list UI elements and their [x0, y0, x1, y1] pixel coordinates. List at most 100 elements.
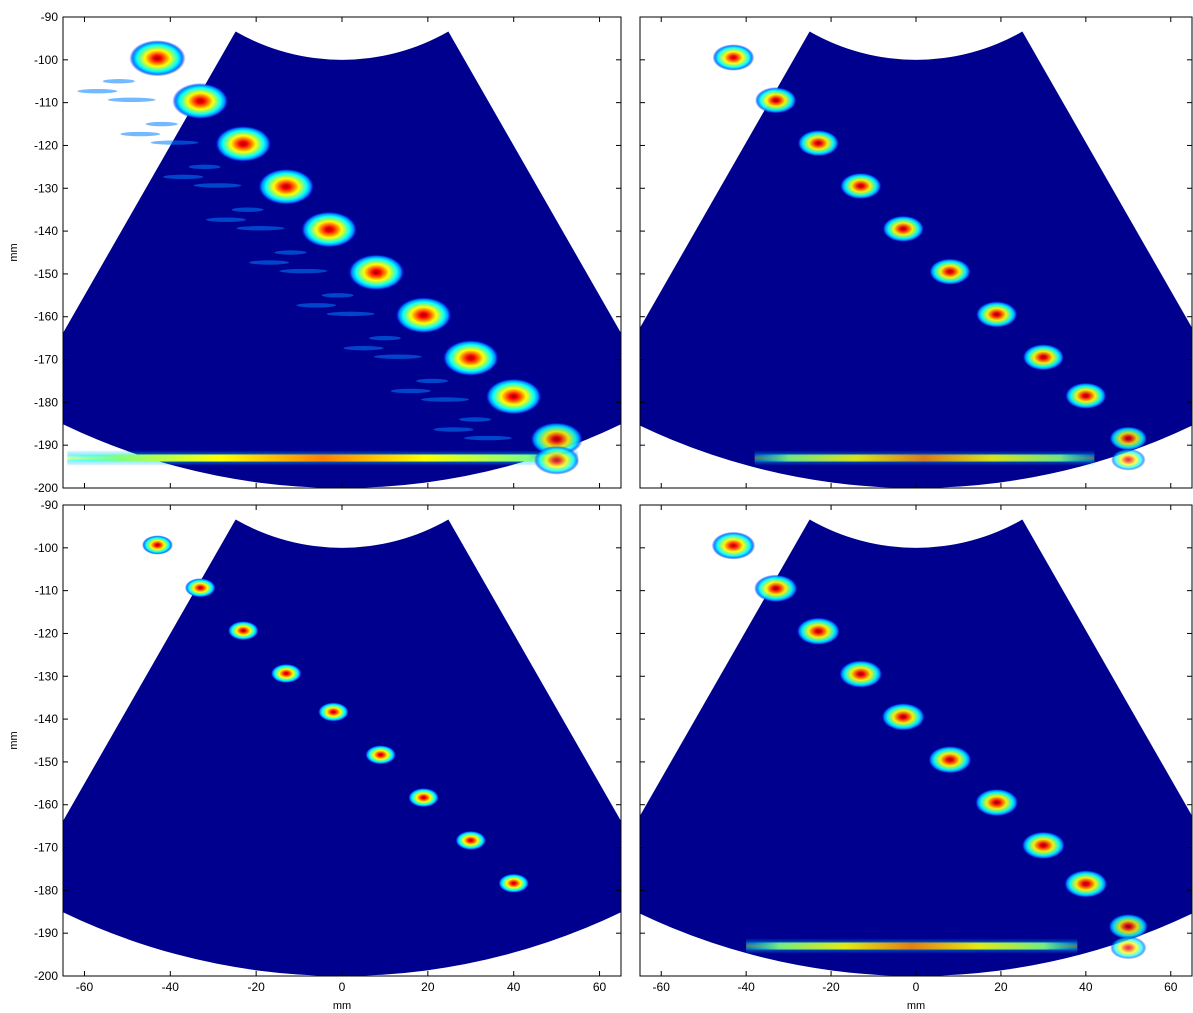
y-tick-label: -150: [34, 755, 58, 769]
clutter-streak: [249, 260, 290, 265]
y-tick-label: -130: [34, 669, 58, 683]
point-target: [498, 873, 530, 893]
point-target: [258, 168, 315, 205]
y-tick-label: -160: [34, 310, 58, 324]
x-tick-label: 40: [507, 980, 521, 994]
image-sector: [640, 31, 1192, 488]
point-target: [365, 745, 397, 765]
point-target: [534, 445, 580, 475]
panel-bottom-left: -60 -40 -20 0 20 40 60-90-100-110-120-130-140-…: [8, 498, 622, 1012]
point-target: [215, 125, 272, 162]
y-tick-label: -200: [34, 969, 58, 983]
panel-bottom-right: -60 -40 -20 0 20 40 60 mm: [639, 504, 1193, 1012]
point-target: [928, 745, 972, 774]
y-tick-label: -170: [34, 353, 58, 367]
clutter-streak: [390, 388, 431, 394]
x-tick-label: -60: [76, 980, 94, 994]
y-tick-label: -190: [34, 926, 58, 940]
point-target: [754, 574, 798, 603]
clutter-streak: [193, 183, 242, 188]
point-target: [1065, 382, 1107, 409]
clutter-streak: [163, 174, 204, 180]
point-target: [1111, 448, 1146, 471]
y-tick-label: -110: [35, 96, 58, 110]
clutter-streak: [421, 397, 470, 402]
x-tick-label: 20: [994, 980, 1008, 994]
y-tick-label: -110: [35, 584, 58, 598]
clutter-streak: [326, 311, 375, 317]
clutter-streak: [231, 207, 264, 212]
y-tick-label: -140: [34, 224, 58, 238]
point-target: [929, 258, 971, 285]
y-tick-label: -140: [34, 712, 58, 726]
y-tick-label: -130: [34, 181, 58, 195]
x-axis-label: mm: [907, 1000, 925, 1012]
y-tick-label: -120: [34, 138, 58, 152]
x-tick-label: 20: [421, 980, 435, 994]
point-target: [408, 788, 439, 808]
point-target: [840, 172, 882, 200]
point-target: [129, 40, 186, 77]
point-target: [455, 830, 487, 851]
point-target: [882, 215, 925, 242]
clutter-streak: [416, 378, 449, 384]
clutter-streak: [107, 97, 156, 102]
x-tick-label: 60: [1164, 980, 1178, 994]
point-target: [796, 617, 841, 646]
clutter-streak: [321, 293, 354, 298]
y-tick-label: -180: [34, 883, 58, 897]
x-tick-label: -40: [737, 980, 755, 994]
clutter-streak: [206, 217, 247, 222]
y-tick-label: -100: [34, 541, 58, 555]
y-tick-label: -100: [34, 53, 58, 67]
point-target: [301, 211, 358, 248]
point-target: [442, 339, 499, 376]
point-target: [227, 621, 259, 641]
clutter-streak: [77, 89, 118, 94]
point-target: [1110, 936, 1147, 960]
x-tick-label: 60: [593, 980, 607, 994]
y-axis-label: mm: [8, 731, 20, 749]
point-target: [395, 297, 452, 334]
y-tick-label: -160: [34, 798, 58, 812]
clutter-streak: [433, 427, 474, 432]
point-target: [142, 535, 173, 555]
x-tick-label: 0: [913, 980, 920, 994]
point-target: [755, 87, 797, 114]
panel-top-right: [639, 16, 1193, 489]
point-target: [839, 660, 883, 688]
clutter-streak: [343, 345, 384, 351]
reflector-line: [67, 454, 579, 462]
clutter-streak: [368, 335, 401, 341]
y-tick-label: -90: [41, 498, 59, 512]
reflector-line: [754, 454, 1095, 462]
point-target: [485, 378, 542, 415]
y-tick-label: -190: [34, 438, 58, 452]
y-tick-label: -170: [34, 841, 58, 855]
x-tick-label: -20: [247, 980, 265, 994]
y-tick-label: -120: [34, 626, 58, 640]
y-tick-label: -90: [41, 10, 59, 24]
point-target: [974, 788, 1019, 817]
point-target: [348, 254, 405, 291]
y-axis-label: mm: [8, 243, 20, 261]
clutter-streak: [296, 303, 337, 308]
point-target: [975, 301, 1018, 328]
clutter-streak: [188, 164, 221, 170]
clutter-streak: [102, 79, 135, 84]
point-target: [318, 702, 349, 722]
point-target: [1022, 344, 1065, 371]
point-target: [1021, 831, 1066, 860]
point-target: [881, 703, 925, 731]
point-target: [797, 129, 840, 157]
point-target: [711, 531, 756, 560]
point-target: [172, 83, 229, 120]
point-target: [530, 422, 583, 456]
x-tick-label: -40: [162, 980, 180, 994]
panel-top-left: -90 -100 -110 -120 -130 -140 -150 -160 -170 -180 -…: [8, 10, 622, 495]
x-tick-label: -60: [653, 980, 671, 994]
x-axis-label: mm: [333, 1000, 351, 1012]
x-tick-label: 40: [1079, 980, 1093, 994]
x-tick-label: 0: [339, 980, 346, 994]
